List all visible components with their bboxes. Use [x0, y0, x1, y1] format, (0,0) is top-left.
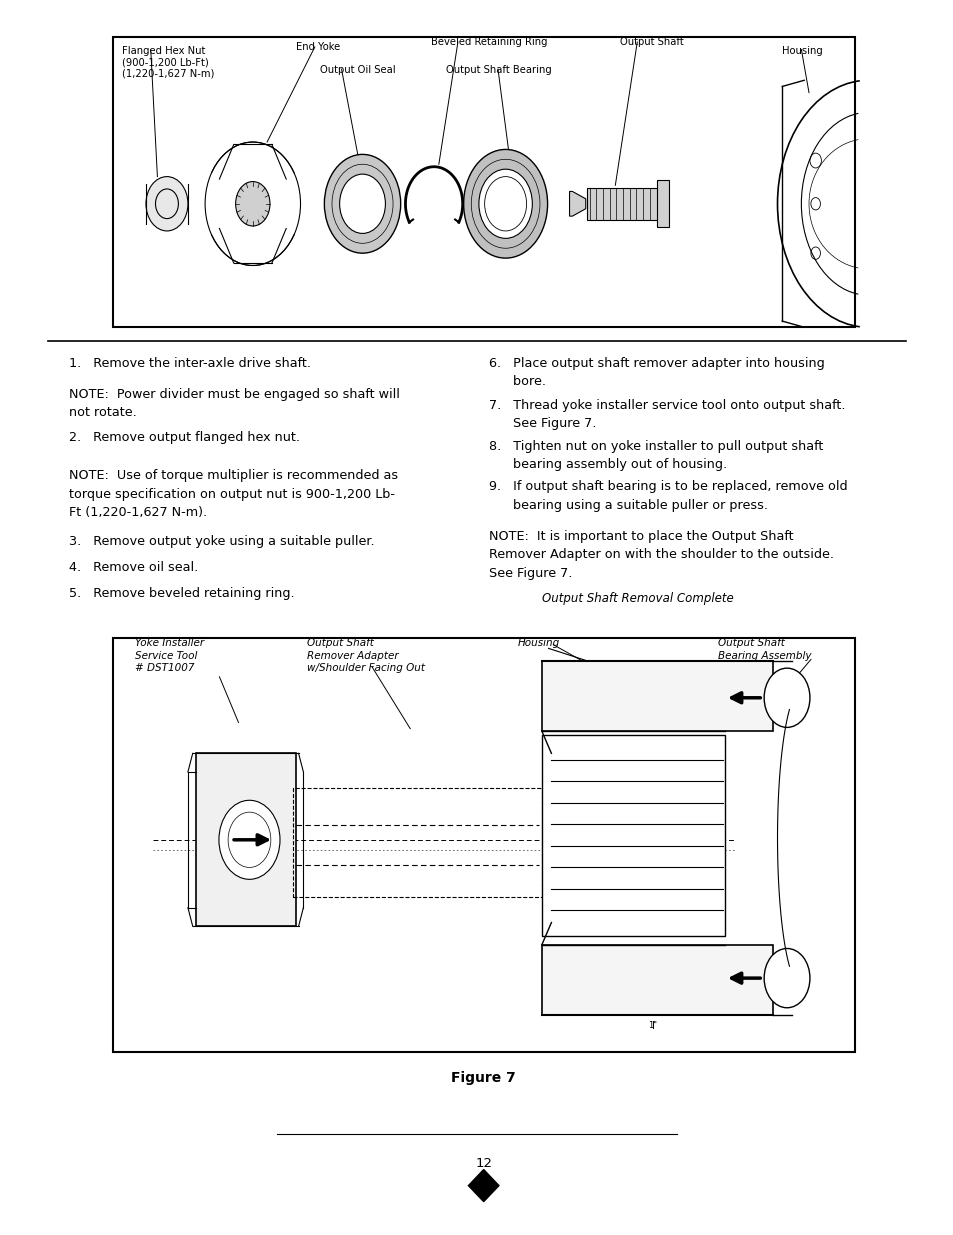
Circle shape — [339, 174, 385, 233]
Text: Output Oil Seal: Output Oil Seal — [319, 65, 395, 75]
Text: Housing: Housing — [517, 638, 559, 648]
Text: 8.   Tighten nut on yoke installer to pull output shaft
      bearing assembly o: 8. Tighten nut on yoke installer to pull… — [489, 440, 822, 472]
Bar — [586, 188, 658, 220]
Circle shape — [324, 154, 400, 253]
Text: 1.   Remove the inter-axle drive shaft.: 1. Remove the inter-axle drive shaft. — [69, 357, 311, 370]
Bar — [293, 788, 541, 897]
Text: Output Shaft
Bearing Assembly: Output Shaft Bearing Assembly — [718, 638, 811, 661]
Circle shape — [146, 177, 188, 231]
Text: 12: 12 — [475, 1157, 492, 1171]
Circle shape — [205, 142, 300, 266]
Circle shape — [235, 182, 270, 226]
Text: 4.   Remove oil seal.: 4. Remove oil seal. — [69, 561, 197, 574]
Text: NOTE:  It is important to place the Output Shaft
Remover Adapter on with the sho: NOTE: It is important to place the Outpu… — [489, 530, 834, 579]
Circle shape — [478, 169, 532, 238]
Text: Yoke Installer
Service Tool
# DST1007: Yoke Installer Service Tool # DST1007 — [135, 638, 204, 673]
Text: Housing: Housing — [781, 46, 822, 56]
Text: NOTE:  Use of torque multiplier is recommended as
torque specification on output: NOTE: Use of torque multiplier is recomm… — [69, 469, 397, 519]
Text: Output Shaft Removal Complete: Output Shaft Removal Complete — [541, 592, 733, 605]
Text: NOTE:  Power divider must be engaged so shaft will
not rotate.: NOTE: Power divider must be engaged so s… — [69, 388, 399, 420]
Text: 2.   Remove output flanged hex nut.: 2. Remove output flanged hex nut. — [69, 431, 299, 445]
Text: Flanged Hex Nut
(900-1,200 Lb-Ft)
(1,220-1,627 N-m): Flanged Hex Nut (900-1,200 Lb-Ft) (1,220… — [122, 46, 214, 79]
Text: End Yoke: End Yoke — [295, 42, 339, 52]
Text: 7.   Thread yoke installer service tool onto output shaft.
      See Figure 7.: 7. Thread yoke installer service tool on… — [489, 399, 845, 431]
Text: Figure 7: Figure 7 — [451, 1071, 516, 1084]
Circle shape — [218, 800, 280, 879]
Text: 1": 1" — [647, 1021, 657, 1030]
Bar — [112, 37, 854, 327]
Bar — [657, 180, 668, 227]
Polygon shape — [468, 1170, 498, 1202]
Text: 6.   Place output shaft remover adapter into housing
      bore.: 6. Place output shaft remover adapter in… — [489, 357, 824, 389]
Text: 3.   Remove output yoke using a suitable puller.: 3. Remove output yoke using a suitable p… — [69, 535, 374, 548]
Bar — [112, 638, 854, 1052]
Polygon shape — [569, 191, 585, 216]
Text: Output Shaft
Remover Adapter
w/Shoulder Facing Out: Output Shaft Remover Adapter w/Shoulder … — [307, 638, 425, 673]
Bar — [195, 753, 295, 926]
Text: Beveled Retaining Ring: Beveled Retaining Ring — [431, 37, 547, 47]
Text: 9.   If output shaft bearing is to be replaced, remove old
      bearing using a: 9. If output shaft bearing is to be repl… — [489, 480, 847, 513]
Text: 5.   Remove beveled retaining ring.: 5. Remove beveled retaining ring. — [69, 587, 294, 600]
Circle shape — [763, 948, 809, 1008]
Text: Output Shaft: Output Shaft — [619, 37, 683, 47]
Circle shape — [463, 149, 547, 258]
Circle shape — [763, 668, 809, 727]
Bar — [541, 735, 724, 936]
Text: Output Shaft Bearing: Output Shaft Bearing — [446, 65, 552, 75]
Bar — [541, 945, 772, 1015]
Bar — [541, 661, 772, 731]
